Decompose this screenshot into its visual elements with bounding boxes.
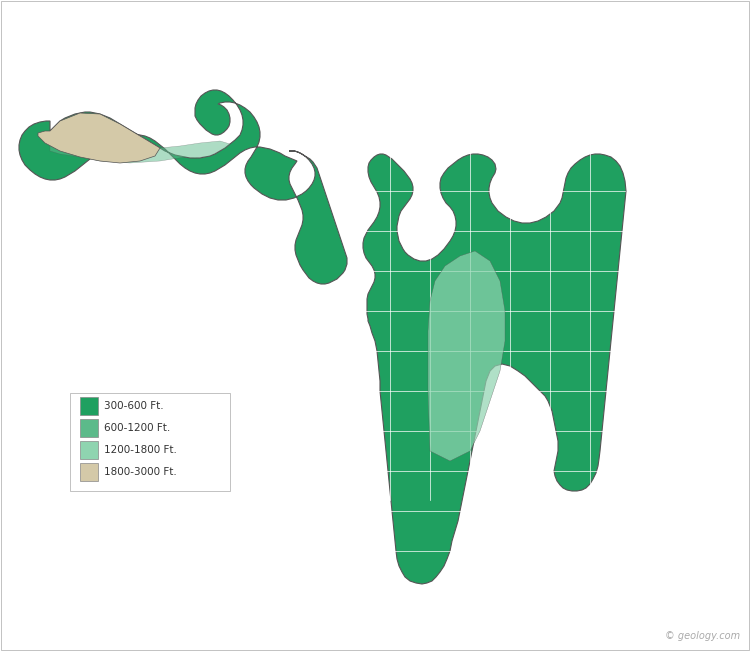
Text: 1800-3000 Ft.: 1800-3000 Ft. (104, 467, 177, 477)
Text: 600-1200 Ft.: 600-1200 Ft. (104, 423, 170, 433)
FancyBboxPatch shape (80, 397, 98, 415)
Polygon shape (38, 113, 160, 163)
Polygon shape (363, 154, 626, 584)
FancyBboxPatch shape (80, 463, 98, 481)
Text: © geology.com: © geology.com (664, 631, 740, 641)
Polygon shape (428, 251, 505, 461)
Text: 1200-1800 Ft.: 1200-1800 Ft. (104, 445, 177, 455)
FancyBboxPatch shape (80, 419, 98, 437)
Text: 300-600 Ft.: 300-600 Ft. (104, 401, 164, 411)
Polygon shape (50, 141, 230, 163)
Polygon shape (19, 90, 347, 284)
FancyBboxPatch shape (70, 393, 230, 491)
FancyBboxPatch shape (80, 441, 98, 459)
